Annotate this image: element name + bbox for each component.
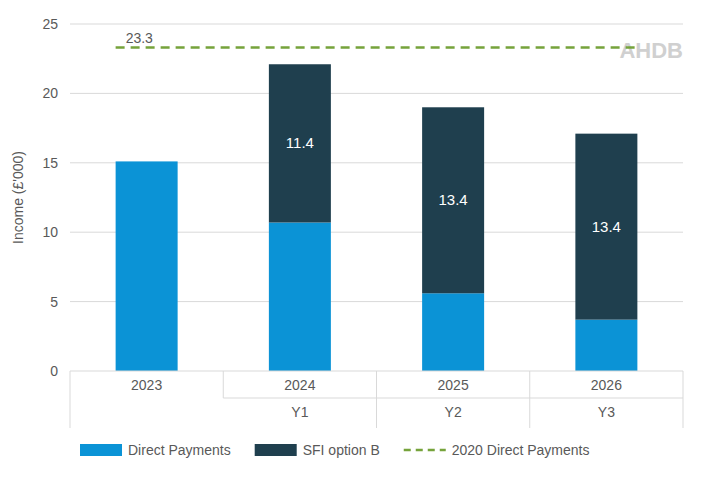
grid-line bbox=[70, 93, 683, 94]
y-tick-label: 15 bbox=[42, 155, 58, 171]
y-axis-label: Income (£'000) bbox=[10, 151, 26, 244]
bar bbox=[575, 134, 637, 320]
data-labels: 11.4 13.4 13.4 23.3 bbox=[126, 30, 621, 235]
y-tick-label: 25 bbox=[42, 16, 58, 32]
y-tick-label: 10 bbox=[42, 224, 58, 240]
x-sub-label: Y2 bbox=[445, 404, 462, 420]
bar bbox=[575, 320, 637, 371]
x-sub-label: Y3 bbox=[598, 404, 615, 420]
bar bbox=[269, 64, 331, 222]
x-tick-label: 2025 bbox=[438, 377, 469, 393]
x-separator bbox=[683, 371, 684, 428]
x-tick-label: 2023 bbox=[131, 377, 162, 393]
legend-symbol bbox=[404, 449, 446, 452]
bar bbox=[422, 107, 484, 293]
legend-label: Direct Payments bbox=[128, 442, 231, 458]
bar bbox=[269, 222, 331, 371]
y-tick-label: 0 bbox=[50, 363, 58, 379]
x-tick-label: 2026 bbox=[591, 377, 622, 393]
bar bbox=[422, 293, 484, 371]
x-sub-label: Y1 bbox=[291, 404, 308, 420]
chart: 0510152025Income (£'000)AHDB11.413.413.4… bbox=[0, 0, 713, 478]
grid-line bbox=[70, 24, 683, 25]
legend-symbol bbox=[80, 444, 122, 456]
x-separator bbox=[223, 398, 683, 399]
data-label: 13.4 bbox=[439, 191, 468, 208]
x-separator bbox=[529, 371, 530, 428]
y-tick-label: 5 bbox=[50, 294, 58, 310]
y-tick-label: 20 bbox=[42, 85, 58, 101]
legend-label: SFI option B bbox=[303, 442, 380, 458]
data-label: 23.3 bbox=[126, 30, 153, 46]
logo: AHDB bbox=[619, 38, 683, 63]
x-separator bbox=[376, 371, 377, 428]
data-label: 11.4 bbox=[286, 134, 314, 151]
legend-symbol bbox=[255, 444, 297, 456]
x-separator bbox=[70, 371, 71, 428]
reference-line bbox=[116, 46, 638, 49]
legend-label: 2020 Direct Payments bbox=[452, 442, 590, 458]
bar bbox=[116, 161, 178, 371]
x-tick-label: 2024 bbox=[284, 377, 315, 393]
marks bbox=[116, 48, 638, 371]
data-label: 13.4 bbox=[592, 218, 621, 235]
x-separator bbox=[223, 371, 224, 398]
